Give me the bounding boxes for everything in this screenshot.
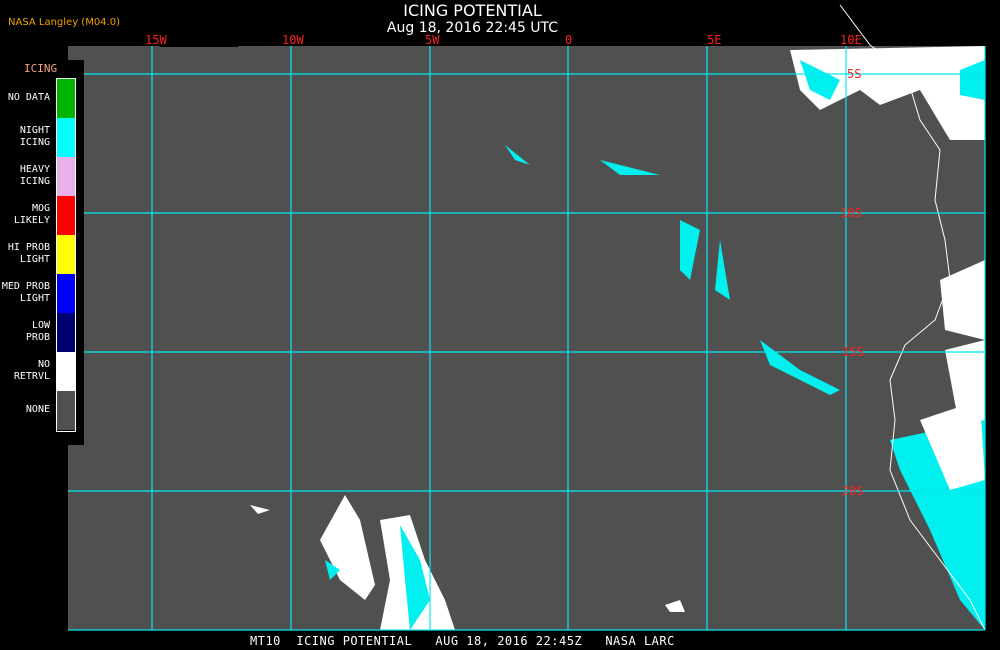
map-timestamp: Aug 18, 2016 22:45 UTC [386,20,559,36]
legend-swatch [57,196,75,235]
legend-label: MED PROB LIGHT [1,281,50,304]
legend-swatch [57,235,75,274]
legend-swatch [57,79,75,118]
legend-label: NO RETRVL [13,359,50,382]
legend-label: NONE [25,404,50,415]
cloud-features [250,46,985,630]
lat-label-5s: 5S [847,67,861,81]
legend-swatch [57,157,75,196]
legend-label: HEAVY ICING [19,164,50,187]
legend-swatch [57,313,75,352]
color-legend: ICING NO DATA NIGHT ICING HEAVY ICING MOG L… [0,60,84,445]
lon-label-15w: 15W [145,33,167,47]
legend-label: NIGHT ICING [19,125,50,148]
lon-label-5e: 5E [707,33,721,47]
legend-color-bar [56,78,76,432]
source-label: NASA Langley (M04.0) [8,17,120,28]
lon-label-10w: 10W [282,33,304,47]
legend-swatch [57,352,75,391]
lat-label-20s: 20S [842,484,864,498]
map-notch [160,44,238,47]
legend-title: ICING [24,62,58,75]
legend-label: LOW PROB [25,320,50,343]
map-title: ICING POTENTIAL [403,1,542,20]
legend-swatch [57,391,75,430]
lon-label-0: 0 [565,33,572,47]
legend-swatch [57,118,75,157]
legend-swatch [57,274,75,313]
lon-label-10e: 10E [840,33,862,47]
footer-caption: MT10 ICING POTENTIAL AUG 18, 2016 22:45Z… [250,634,675,648]
lat-lon-grid [60,46,986,631]
lon-label-5w: 5W [425,33,440,47]
legend-label: MOG LIKELY [13,203,50,226]
map-background [68,46,985,630]
lat-label-10s: 10S [840,206,862,220]
legend-label: HI PROB LIGHT [7,242,50,265]
coastline [839,4,986,631]
lat-label-15s: 15S [842,345,864,359]
legend-label: NO DATA [7,92,50,103]
